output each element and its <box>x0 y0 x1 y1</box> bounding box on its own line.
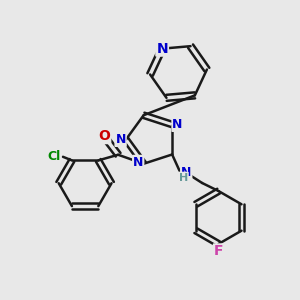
Text: F: F <box>214 244 224 258</box>
Text: N: N <box>133 156 143 169</box>
Text: N: N <box>172 118 183 131</box>
Text: O: O <box>98 129 110 143</box>
Text: N: N <box>156 42 168 56</box>
Text: Cl: Cl <box>47 150 61 163</box>
Text: N: N <box>116 133 126 146</box>
Text: H: H <box>178 172 188 183</box>
Text: N: N <box>181 166 191 179</box>
